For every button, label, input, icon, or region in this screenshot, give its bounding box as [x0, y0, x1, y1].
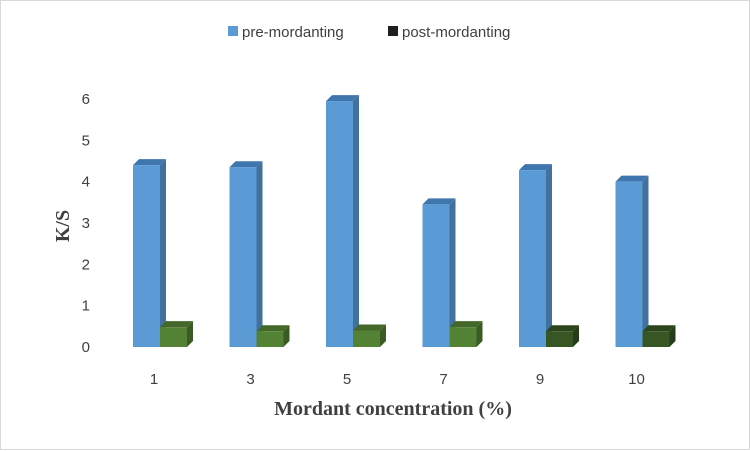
y-axis-ticks: 0 1 2 3 4 5 6 [82, 91, 90, 356]
legend-swatch-pre-mordanting [228, 26, 238, 36]
x-tick-label: 3 [246, 371, 254, 388]
bar-pre-mordanting-side [256, 161, 263, 347]
bar-post-mordanting-top [160, 321, 193, 328]
bar-post-mordanting-front [256, 331, 284, 347]
y-tick-label: 6 [82, 91, 90, 108]
bar-pre-mordanting [326, 95, 359, 347]
x-tick-label: 9 [536, 371, 544, 388]
bar-pre-mordanting [133, 159, 166, 347]
y-tick-label: 5 [82, 132, 90, 149]
bar-post-mordanting-front [546, 331, 573, 347]
bar-pre-mordanting-front [519, 170, 546, 347]
bar-pre-mordanting-top [422, 198, 456, 205]
bar-post-mordanting-top [449, 321, 483, 328]
bar-post-mordanting-front [160, 327, 187, 347]
bar-post-mordanting-side [187, 321, 193, 347]
legend-label-post-mordanting: post-mordanting [402, 24, 510, 41]
bar-post-mordanting-side [669, 325, 676, 347]
bar-post-mordanting [353, 324, 386, 347]
x-tick-label: 1 [150, 371, 158, 388]
bar-pre-mordanting-front [615, 181, 643, 347]
x-tick-label: 5 [343, 371, 351, 388]
bar-pre-mordanting-top [133, 159, 166, 166]
bar-post-mordanting [642, 325, 676, 347]
y-tick-label: 4 [82, 174, 90, 191]
legend-label-pre-mordanting: pre-mordanting [242, 24, 344, 41]
bar-post-mordanting-top [642, 325, 676, 332]
bar-post-mordanting-side [476, 321, 483, 347]
bar-post-mordanting [546, 325, 579, 347]
bar-post-mordanting [256, 325, 290, 347]
bar-post-mordanting [449, 321, 483, 347]
bars [133, 95, 676, 347]
y-tick-label: 2 [82, 256, 90, 273]
y-tick-label: 1 [82, 298, 90, 315]
bar-pre-mordanting-top [519, 164, 552, 171]
bar-pre-mordanting-side [353, 95, 359, 347]
bar-pre-mordanting [229, 161, 263, 347]
x-axis-ticks: 1 3 5 7 9 10 [150, 371, 645, 388]
bar-post-mordanting-front [642, 331, 670, 347]
bar-pre-mordanting-front [229, 167, 257, 347]
bar-post-mordanting-front [353, 330, 380, 347]
bar-post-mordanting-side [380, 324, 386, 347]
legend-swatch-post-mordanting [388, 26, 398, 36]
bar-post-mordanting-top [256, 325, 290, 332]
bar-pre-mordanting-front [422, 204, 450, 347]
bar-pre-mordanting [422, 198, 456, 347]
bar-pre-mordanting-front [133, 165, 160, 347]
bar-pre-mordanting-side [546, 164, 552, 347]
bar-pre-mordanting-top [229, 161, 263, 168]
bar-pre-mordanting-side [160, 159, 166, 347]
x-tick-label: 7 [439, 371, 447, 388]
y-tick-label: 0 [82, 339, 90, 356]
bar-pre-mordanting [519, 164, 552, 347]
bar-pre-mordanting [615, 175, 649, 347]
bar-post-mordanting-top [546, 325, 579, 332]
bar-post-mordanting [160, 321, 193, 347]
x-tick-label: 10 [628, 371, 645, 388]
legend: pre-mordanting post-mordanting [228, 24, 510, 41]
y-axis-title: K/S [52, 210, 74, 242]
x-axis-title: Mordant concentration (%) [274, 398, 512, 420]
y-tick-label: 3 [82, 215, 90, 232]
bar-pre-mordanting-top [615, 175, 649, 182]
bar-post-mordanting-front [449, 327, 477, 347]
bar-pre-mordanting-front [326, 101, 353, 347]
bar-pre-mordanting-side [449, 198, 456, 347]
bar-post-mordanting-side [573, 325, 579, 347]
bar-pre-mordanting-side [642, 175, 649, 347]
bar-pre-mordanting-top [326, 95, 359, 102]
bar-post-mordanting-side [283, 325, 290, 347]
bar-post-mordanting-top [353, 324, 386, 331]
